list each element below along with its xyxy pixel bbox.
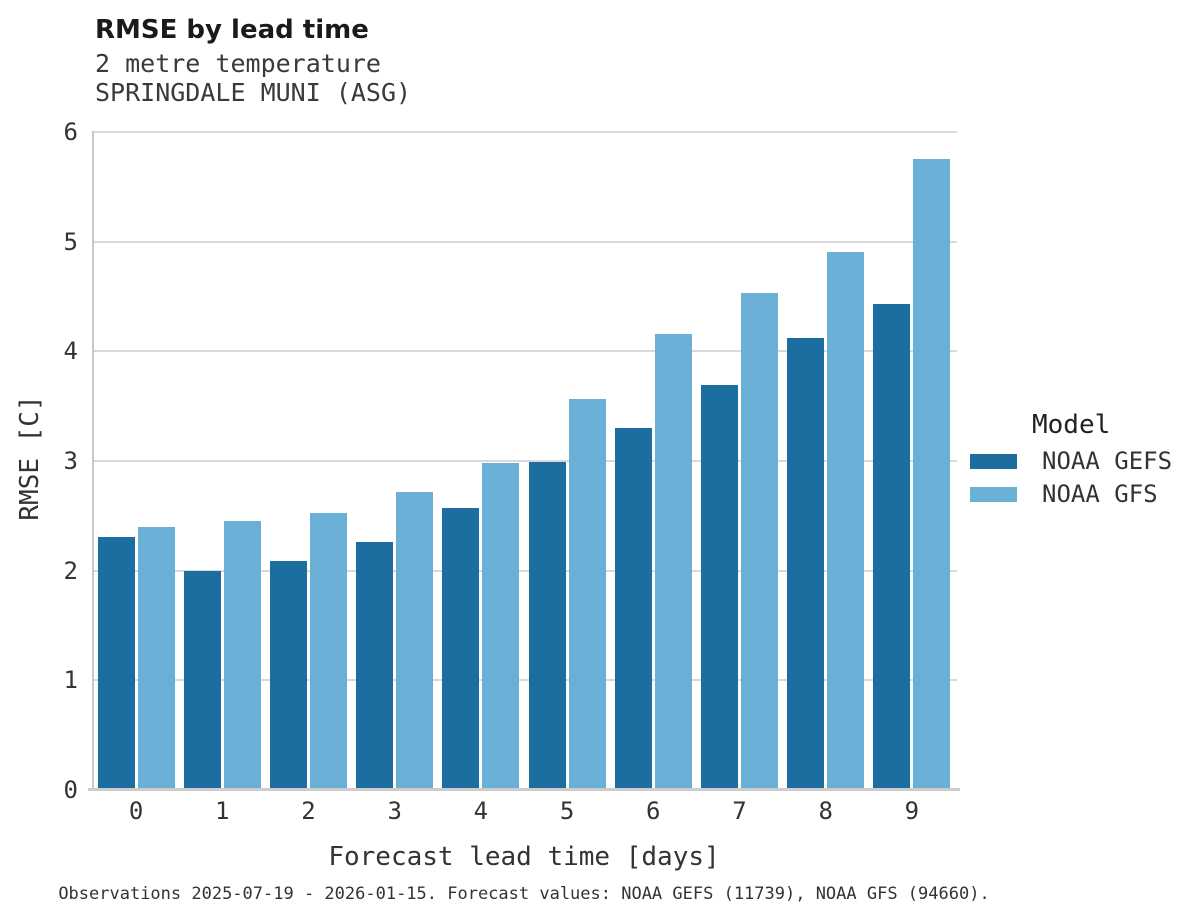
bar-noaa-gfs-day-4 [482, 463, 520, 790]
legend-label-noaa-gfs: NOAA GFS [1042, 480, 1158, 508]
chart-title: RMSE by lead time [95, 15, 369, 45]
legend-swatch-noaa-gfs [970, 486, 1017, 502]
footer-caption: Observations 2025-07-19 - 2026-01-15. Fo… [58, 884, 990, 904]
x-tick-label-6: 6 [646, 797, 661, 825]
bar-noaa-gfs-day-7 [741, 293, 778, 790]
x-tick-label-4: 4 [473, 797, 489, 825]
bar-noaa-gfs-day-5 [568, 398, 606, 790]
legend-label-noaa-gefs: NOAA GEFS [1042, 447, 1173, 475]
bar-noaa-gfs-day-6 [654, 333, 692, 790]
legend: Model NOAA GEFS NOAA GFS [970, 410, 1172, 514]
bar-noaa-gfs-day-1 [223, 521, 261, 790]
bar-noaa-gefs-day-4 [442, 508, 480, 790]
chart-header: RMSE by lead time 2 metre temperature SP… [95, 14, 411, 107]
x-tick-label-1: 1 [215, 797, 230, 825]
y-tick-label-6: 6 [63, 118, 78, 146]
bar-noaa-gefs-day-0 [97, 536, 135, 790]
gridline-y5 [93, 240, 957, 243]
y-tick-label-1: 1 [63, 666, 78, 695]
bar-noaa-gefs-day-8 [787, 338, 825, 790]
gridline-y3 [93, 460, 957, 462]
plot-area [93, 131, 957, 790]
y-tick-label-0: 0 [63, 776, 78, 804]
gridline-y2 [93, 569, 957, 572]
x-tick-label-3: 3 [387, 797, 402, 825]
y-tick-label-4: 4 [63, 337, 78, 366]
legend-swatch-noaa-gefs [970, 453, 1017, 469]
bar-noaa-gfs-day-0 [137, 526, 175, 790]
y-tick-label-5: 5 [63, 227, 78, 256]
x-tick-label-2: 2 [301, 797, 316, 825]
bar-noaa-gefs-day-7 [701, 385, 738, 790]
x-tick-label-5: 5 [559, 797, 575, 825]
x-tick-label-7: 7 [732, 797, 747, 825]
bar-noaa-gefs-day-1 [183, 570, 221, 790]
gridline-y4 [93, 350, 957, 353]
x-tick-label-0: 0 [128, 797, 144, 825]
y-tick-label-3: 3 [63, 447, 78, 475]
y-tick-label-2: 2 [63, 556, 78, 585]
bar-noaa-gefs-day-9 [873, 304, 911, 790]
x-axis-spine [88, 788, 960, 791]
bar-noaa-gefs-day-3 [356, 542, 394, 790]
gridline-y6 [93, 131, 957, 133]
bar-noaa-gfs-day-8 [827, 251, 865, 790]
x-tick-label-8: 8 [818, 797, 833, 825]
x-axis-label: Forecast lead time [days] [328, 842, 720, 872]
chart-subtitle-station: SPRINGDALE MUNI (ASG) [95, 78, 412, 107]
y-axis-spine [92, 131, 94, 790]
legend-title: Model [1032, 410, 1111, 440]
x-tick-label-9: 9 [904, 797, 920, 825]
bar-noaa-gfs-day-9 [913, 159, 951, 790]
gridline-y1 [93, 679, 957, 682]
bar-noaa-gfs-day-2 [310, 512, 347, 790]
chart-subtitle-variable: 2 metre temperature [95, 49, 381, 78]
bar-noaa-gefs-day-2 [270, 560, 307, 790]
bar-noaa-gefs-day-6 [614, 428, 652, 790]
legend-entry-noaa-gefs: NOAA GEFS [970, 447, 1173, 475]
bar-noaa-gfs-day-3 [396, 491, 434, 790]
legend-entry-noaa-gfs: NOAA GFS [970, 480, 1172, 508]
bar-noaa-gefs-day-5 [528, 462, 566, 790]
